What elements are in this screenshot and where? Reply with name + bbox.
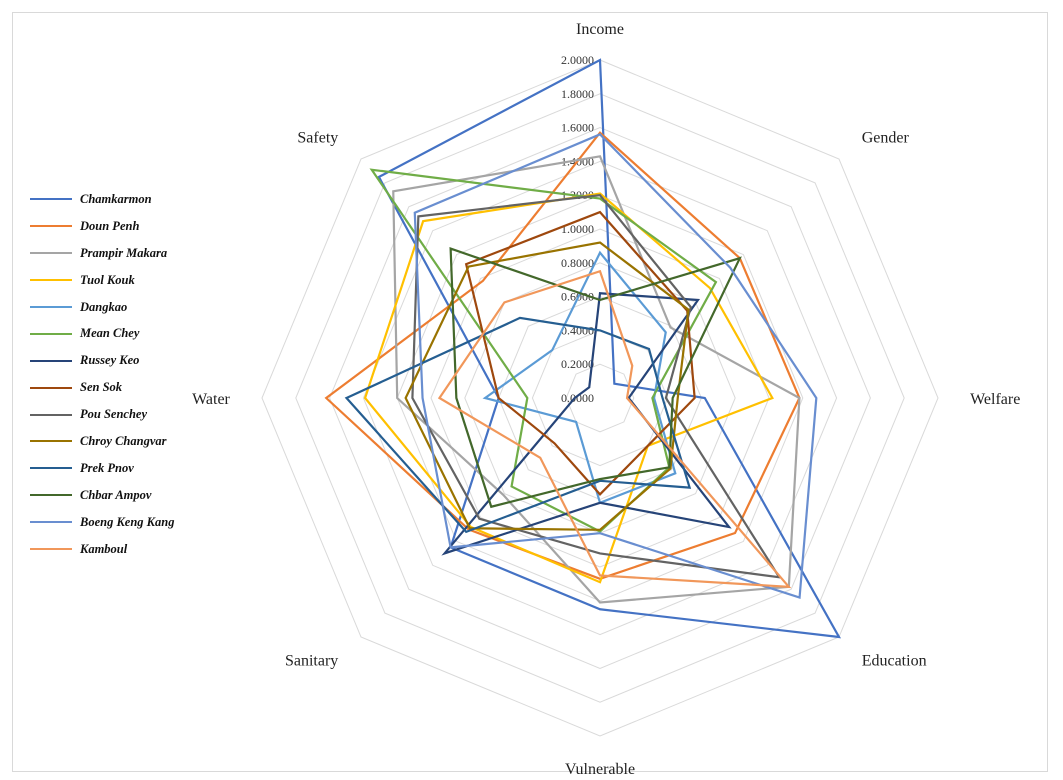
- legend-item: Russey Keo: [30, 347, 230, 374]
- legend-swatch: [30, 413, 72, 416]
- legend-item: Dangkao: [30, 294, 230, 321]
- legend-item: Mean Chey: [30, 320, 230, 347]
- legend-label: Sen Sok: [80, 380, 123, 395]
- series-line: [404, 241, 690, 531]
- legend-swatch: [30, 521, 72, 524]
- legend-label: Chamkarmon: [80, 191, 152, 206]
- radial-tick-labels: 0.00000.20000.40000.60000.80001.00001.20…: [561, 53, 594, 405]
- tick-label: 0.2000: [561, 357, 594, 371]
- tick-label: 0.8000: [561, 256, 594, 270]
- tick-label: 1.0000: [561, 222, 594, 236]
- series-line: [441, 292, 732, 556]
- grid-ring: [261, 59, 939, 737]
- axis-label: Education: [862, 653, 927, 670]
- legend-swatch: [30, 279, 72, 282]
- legend-label: Boeng Keng Kang: [80, 514, 175, 529]
- grid-ring: [362, 160, 838, 636]
- tick-label: 1.6000: [561, 121, 594, 135]
- legend-label: Chroy Changvar: [80, 433, 167, 448]
- legend-label: Prek Pnov: [80, 460, 134, 475]
- series-line: [437, 269, 792, 589]
- series-line: [369, 168, 718, 533]
- axis-label: Gender: [862, 129, 910, 146]
- legend-label: Kamboul: [80, 541, 128, 556]
- series-line: [464, 210, 696, 496]
- series-line: [377, 58, 842, 639]
- legend-item: Prampir Makara: [30, 240, 230, 267]
- legend-item: Doun Penh: [30, 213, 230, 240]
- tick-label: 0.4000: [561, 323, 594, 337]
- legend-item: Tuol Kouk: [30, 267, 230, 294]
- legend-label: Tuol Kouk: [80, 272, 135, 287]
- radar-grid: [261, 59, 939, 737]
- grid-ring: [565, 363, 635, 433]
- axis-label: Safety: [297, 129, 338, 146]
- legend-swatch: [30, 548, 72, 551]
- axis-label: Sanitary: [285, 653, 338, 670]
- tick-label: 1.8000: [561, 87, 594, 101]
- series-line: [324, 131, 801, 580]
- legend-item: Prek Pnov: [30, 455, 230, 482]
- legend-label: Pou Senchey: [80, 407, 148, 422]
- legend-item: Sen Sok: [30, 374, 230, 401]
- legend-label: Prampir Makara: [80, 245, 168, 260]
- legend-item: Boeng Keng Kang: [30, 509, 230, 536]
- series-line: [413, 133, 818, 600]
- axis-label: Welfare: [970, 391, 1020, 408]
- legend-item: Chroy Changvar: [30, 428, 230, 455]
- legend-label: Mean Chey: [80, 326, 140, 341]
- axis-labels: Income Gender Welfare Education Vulnerable Sa…: [192, 21, 1020, 778]
- grid-ring: [396, 194, 804, 602]
- legend-label: Russey Keo: [80, 353, 140, 368]
- axis-label: Vulnerable: [565, 761, 635, 778]
- tick-label: 2.0000: [561, 53, 594, 67]
- legend-label: Dangkao: [80, 299, 128, 314]
- legend: Chamkarmon Doun Penh Prampir Makara Tuol Ko…: [30, 186, 230, 562]
- legend-swatch: [30, 198, 72, 201]
- legend-label: Doun Penh: [80, 218, 140, 233]
- legend-item: Pou Senchey: [30, 401, 230, 428]
- axis-label: Income: [576, 21, 624, 38]
- legend-swatch: [30, 306, 72, 308]
- axis-label: Water: [192, 391, 230, 408]
- legend-swatch: [30, 225, 72, 228]
- series-line: [363, 192, 774, 584]
- series-line: [392, 155, 801, 604]
- chart-frame: [12, 12, 1048, 772]
- legend-swatch: [30, 332, 72, 335]
- tick-label: 0.0000: [561, 391, 594, 405]
- legend-label: Chbar Ampov: [80, 487, 152, 502]
- series-line: [344, 316, 692, 534]
- legend-item: Chbar Ampov: [30, 482, 230, 509]
- series-line: [449, 247, 742, 509]
- series-lines: [324, 58, 842, 639]
- legend-swatch: [30, 252, 72, 255]
- grid-ring: [329, 127, 871, 669]
- legend-swatch: [30, 467, 72, 470]
- legend-swatch: [30, 440, 72, 443]
- legend-item: Kamboul: [30, 536, 230, 563]
- legend-swatch: [30, 494, 72, 497]
- grid-ring: [430, 228, 770, 568]
- legend-item: Chamkarmon: [30, 186, 230, 213]
- legend-swatch: [30, 386, 72, 389]
- legend-swatch: [30, 359, 72, 362]
- grid-ring: [295, 93, 905, 703]
